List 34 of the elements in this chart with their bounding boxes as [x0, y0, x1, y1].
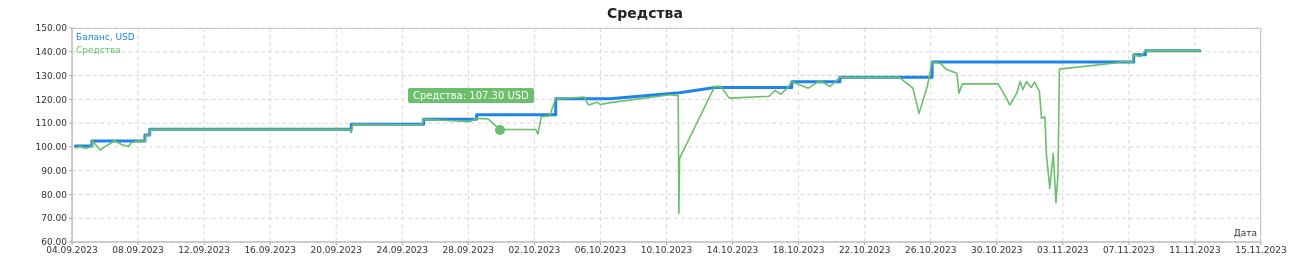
x-tick-label: 20.09.2023 [310, 245, 362, 256]
y-tick-label: 80.00 [41, 189, 68, 200]
x-tick-label: 28.09.2023 [442, 245, 495, 256]
x-tick-label: 15.11.2023 [1235, 245, 1287, 256]
x-tick-label: 24.09.2023 [376, 245, 429, 256]
x-tick-label: 14.10.2023 [706, 245, 759, 256]
text: Средства [76, 44, 122, 57]
text: Баланс, USD [76, 31, 135, 44]
x-tick-label: 12.09.2023 [178, 245, 230, 256]
x-tick-label: 08.09.2023 [112, 245, 164, 256]
y-tick-label: 110.00 [35, 118, 68, 129]
y-tick-label: 150.00 [35, 23, 68, 34]
y-tick-label: 60.00 [41, 237, 68, 248]
x-axis-title: Дата [1233, 228, 1257, 238]
chart-title: Средства [606, 5, 684, 21]
y-tick-label: 120.00 [35, 94, 68, 105]
annotation: Средства: 107.30 USD [407, 87, 534, 103]
x-tick-label: 03.11.2023 [1037, 245, 1089, 256]
x-tick-label: 18.10.2023 [772, 245, 825, 256]
y-tick-label: 90.00 [41, 165, 68, 176]
x-tick-label: 30.10.2023 [971, 245, 1023, 256]
x-tick-label: 06.10.2023 [574, 245, 627, 256]
y-tick-label: 100.00 [35, 142, 68, 153]
x-tick-label: 22.10.2023 [838, 245, 891, 256]
x-tick-label: 26.10.2023 [904, 245, 957, 256]
x-tick-label: 10.10.2023 [640, 245, 693, 256]
x-tick-label: 02.10.2023 [508, 245, 561, 256]
y-tick-label: 140.00 [35, 46, 68, 57]
y-tick-label: 70.00 [41, 213, 68, 224]
x-tick-label: 16.09.2023 [244, 245, 296, 256]
x-tick-label: 11.11.2023 [1169, 245, 1221, 256]
x-tick-label: 04.09.2023 [46, 245, 98, 256]
y-tick-label: 130.00 [35, 70, 68, 81]
x-tick-label: 07.11.2023 [1103, 245, 1155, 256]
